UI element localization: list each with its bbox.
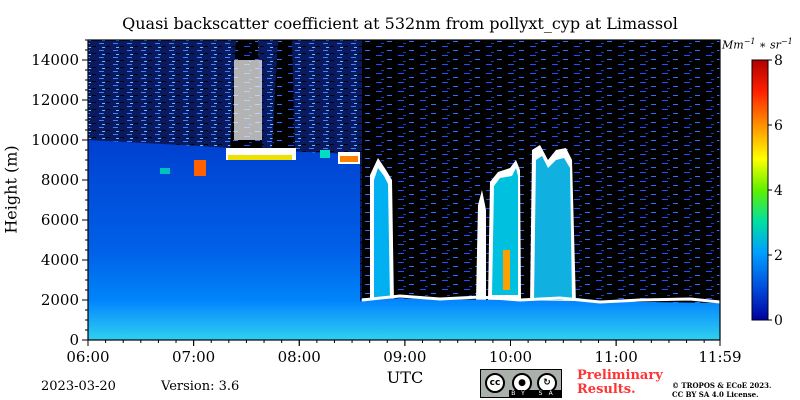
boundary-layer <box>88 298 720 340</box>
cc-icon: cc <box>485 373 505 393</box>
y-axis-label: Height (m) <box>1 145 21 234</box>
boundary-layer-top <box>361 294 721 304</box>
y-tick-label: 10000 <box>31 131 79 149</box>
version-label: Version: 3.6 <box>161 379 240 394</box>
x-tick-label: 10:00 <box>489 348 532 366</box>
preliminary-note: Preliminary Results. <box>577 368 663 397</box>
cirrus-band-core <box>228 155 292 160</box>
y-tick-label: 2000 <box>41 291 79 309</box>
y-tick-label: 6000 <box>41 211 79 229</box>
dust-column-3-core <box>492 168 518 295</box>
x-tick-label: 08:00 <box>278 348 321 366</box>
x-axis-label: UTC <box>386 368 424 387</box>
y-tick-label: 12000 <box>31 91 79 109</box>
dust-column-3-hot <box>503 250 510 290</box>
y-tick-label: 14000 <box>31 51 79 69</box>
x-tick-label: 07:00 <box>172 348 215 366</box>
aerosol-layer <box>88 140 360 340</box>
dust-column-2 <box>476 190 486 300</box>
dust-column-4-core <box>534 156 572 300</box>
chart-title: Quasi backscatter coefficient at 532nm f… <box>122 14 678 33</box>
y-tick-label: 8000 <box>41 171 79 189</box>
dust-column-1-core <box>374 168 390 300</box>
x-tick-label: 09:00 <box>383 348 426 366</box>
cc-license-badge[interactable]: cc ● ↻ BY SA <box>480 369 562 398</box>
cirrus-top-bright <box>234 60 262 140</box>
colorbar-tick-label: 0 <box>774 313 783 329</box>
colorbar-tick-label: 2 <box>774 248 783 264</box>
colorbar-tick-label: 6 <box>774 118 783 134</box>
x-tick-label: 06:00 <box>66 348 109 366</box>
colorbar-unit: Mm−1 ∗ sr−1 <box>722 37 793 52</box>
cirrus-patch-1 <box>194 160 206 176</box>
cirrus-patch-3 <box>320 150 330 158</box>
y-tick-label: 4000 <box>41 251 79 269</box>
x-axis: 06:00 07:00 08:00 09:00 10:00 11:00 11:59 <box>66 340 742 366</box>
cirrus-patch-4 <box>160 168 170 174</box>
backscatter-image <box>88 40 721 340</box>
colorbar-tick-label: 4 <box>774 183 783 199</box>
y-axis: 0 2000 4000 6000 8000 10000 12000 14000 <box>31 39 88 349</box>
x-tick-label: 11:00 <box>595 348 638 366</box>
colorbar-axis: 0 2 4 6 8 <box>768 53 783 329</box>
x-tick-label: 11:59 <box>698 348 741 366</box>
y-tick-label: 0 <box>69 331 79 349</box>
date-label: 2023-03-20 <box>41 379 116 394</box>
license-strip: BY SA <box>509 390 561 397</box>
colorbar-tick-label: 8 <box>774 53 783 69</box>
copyright-note: © TROPOS & ECoE 2023. CC BY SA 4.0 Licen… <box>672 381 772 399</box>
colorbar <box>751 59 769 321</box>
cirrus-patch-2-core <box>340 156 358 162</box>
